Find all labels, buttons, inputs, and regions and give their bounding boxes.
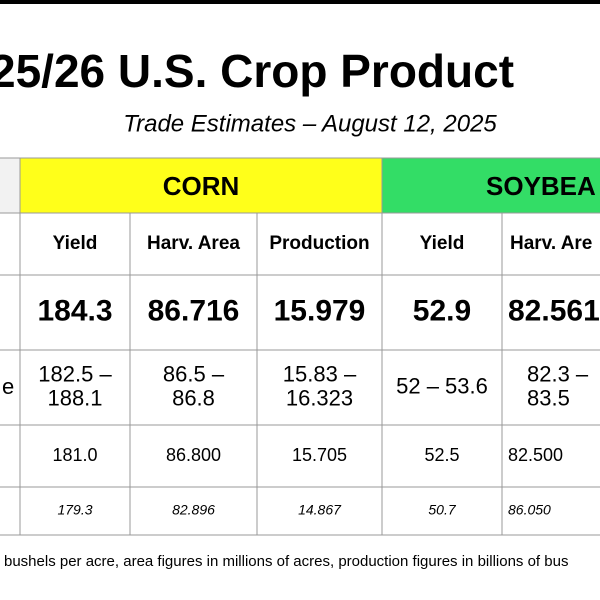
cell: 50.7 (428, 502, 456, 518)
column-header: Harv. Are (510, 233, 592, 254)
cell: 86.5 – (163, 361, 225, 386)
group-header: CORN (163, 171, 240, 201)
cell: 52 – 53.6 (396, 373, 488, 398)
cell: 52.9 (413, 294, 471, 327)
title: 25/26 U.S. Crop Product (0, 45, 514, 97)
table: CORN SOYBEA Yield Harv. Area Production Yield… (0, 157, 600, 536)
corner-cell (0, 158, 20, 213)
column-header: Harv. Area (147, 233, 240, 254)
cell: 82.561 (508, 294, 600, 327)
cell: 16.323 (286, 385, 353, 410)
cell: 82.3 – (527, 361, 589, 386)
cell: 182.5 – (38, 361, 112, 386)
row-label: e (2, 374, 14, 399)
cell: 15.83 – (283, 361, 357, 386)
cell: 188.1 (47, 385, 102, 410)
cell: 83.5 (527, 385, 570, 410)
cell: 181.0 (52, 445, 97, 465)
subtitle: Trade Estimates – August 12, 2025 (123, 110, 497, 137)
cell: 179.3 (57, 502, 92, 518)
cell: 14.867 (298, 502, 342, 518)
column-header: Production (269, 233, 369, 254)
top-border (0, 0, 600, 4)
soy-header-bg (382, 158, 600, 213)
cell: 86.8 (172, 385, 215, 410)
cell: 82.896 (172, 502, 215, 518)
group-header: SOYBEA (486, 171, 596, 201)
footnote: bushels per acre, area figures in millio… (4, 553, 568, 570)
corn-header-bg (20, 158, 382, 213)
cell: 86.800 (166, 445, 221, 465)
cell: 184.3 (37, 294, 112, 327)
cell: 86.716 (148, 294, 240, 327)
cell: 82.500 (508, 445, 563, 465)
column-header: Yield (420, 233, 465, 254)
cell: 86.050 (508, 502, 551, 518)
cell: 52.5 (424, 445, 459, 465)
column-header: Yield (53, 233, 98, 254)
cell: 15.979 (274, 294, 366, 327)
cell: 15.705 (292, 445, 347, 465)
